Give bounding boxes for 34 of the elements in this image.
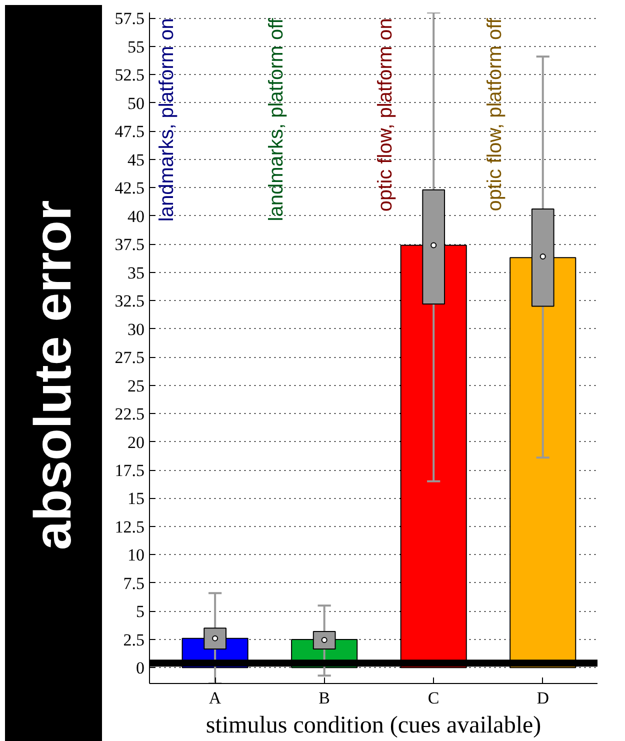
y-tick-label: 52.5 bbox=[114, 66, 144, 85]
y-tick-label: 22.5 bbox=[114, 404, 144, 424]
y-tick-label: 15 bbox=[128, 489, 144, 508]
x-axis-title: stimulus condition (cues available) bbox=[206, 712, 542, 738]
annotation: landmarks, platform on bbox=[156, 18, 178, 222]
y-tick-label: 7.5 bbox=[123, 574, 144, 593]
y-tick-label: 40 bbox=[128, 206, 144, 226]
y-tick-label: 42.5 bbox=[114, 178, 144, 198]
y-tick-label: 30 bbox=[128, 320, 144, 339]
y-tick-label: 37.5 bbox=[114, 235, 144, 254]
annotation: landmarks, platform off bbox=[265, 18, 288, 222]
y-tick-label: 12.5 bbox=[114, 517, 144, 536]
y-tick-label: 47.5 bbox=[114, 122, 144, 142]
y-tick-label: 35 bbox=[128, 263, 144, 282]
y-tick-label: 5 bbox=[136, 602, 144, 622]
y-axis-title: absolute error bbox=[23, 200, 84, 550]
y-tick-label: 20 bbox=[128, 432, 144, 452]
x-tick-label: A bbox=[208, 688, 222, 708]
y-tick-label: 32.5 bbox=[114, 292, 144, 311]
x-tick-label: B bbox=[318, 688, 330, 708]
y-tick-label: 27.5 bbox=[114, 348, 144, 368]
y-tick-label: 0 bbox=[136, 658, 144, 678]
y-tick-label: 55 bbox=[128, 37, 144, 56]
y-tick-label: 25 bbox=[128, 376, 144, 396]
x-tick-label: C bbox=[428, 688, 440, 708]
annotation: optic flow, platform on bbox=[374, 18, 397, 212]
y-tick-label: 45 bbox=[128, 150, 144, 170]
y-tick-label: 17.5 bbox=[114, 461, 144, 480]
annotation: optic flow, platform off bbox=[484, 18, 506, 212]
y-tick-label: 2.5 bbox=[123, 630, 144, 650]
x-tick-label: D bbox=[536, 688, 550, 708]
y-tick-label: 50 bbox=[128, 94, 144, 113]
y-tick-label: 10 bbox=[128, 546, 144, 565]
y-tick-label: 57.5 bbox=[114, 9, 144, 28]
